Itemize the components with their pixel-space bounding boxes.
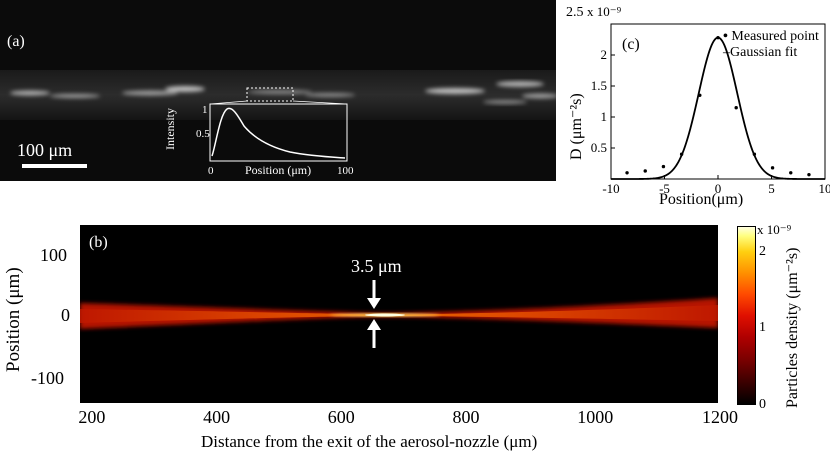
colorbar-tick-2: 2: [759, 244, 766, 259]
panel-a-image: (a) 100 μm: [0, 0, 556, 181]
panel-b-xtick: 600: [327, 407, 355, 427]
measured-point: [770, 166, 775, 170]
panel-b-xtick: 1200: [702, 407, 738, 427]
panel-b-label: (b): [89, 234, 108, 251]
panel-b-image: [80, 225, 718, 403]
panel-a-label: (a): [7, 33, 25, 50]
panel-c-xtick-label: -10: [602, 181, 619, 196]
panel-c-xtick-label: 5: [768, 181, 775, 196]
panel-c-ytick-label: 1: [601, 109, 608, 124]
colorbar-tick-1: 1: [759, 320, 766, 335]
measured-point: [643, 169, 647, 173]
colorbar-scale: x 10⁻⁹: [757, 222, 792, 237]
panel-b-ytick-0: 0: [61, 305, 70, 325]
measured-point: [752, 152, 757, 156]
panel-b-xtick: 1000: [577, 407, 614, 427]
arrow-up-icon: [367, 319, 381, 348]
panel-b-ytick-100: 100: [40, 245, 67, 265]
panel-c-legend: • Measured point –Gaussian fit: [723, 29, 823, 61]
focus-arrows: [367, 280, 381, 348]
panel-b-jet: [80, 298, 718, 329]
measured-point: [661, 164, 666, 169]
inset-xtick-100: 100: [337, 165, 354, 177]
colorbar-tick-0: 0: [759, 397, 766, 412]
panel-b-ylabel: Position (μm): [3, 267, 24, 372]
measured-point: [734, 106, 738, 110]
panel-c-ytick-label: 0.5: [591, 140, 607, 155]
legend-label-fit: Gaussian fit: [730, 45, 798, 60]
panel-a-streaks: [0, 70, 556, 120]
panel-b-xlabel: Distance from the exit of the aerosol-no…: [201, 432, 538, 451]
panel-c-plot-area: [610, 23, 826, 180]
measured-point: [807, 172, 811, 177]
arrow-down-icon: [367, 280, 381, 309]
legend-line-icon: –: [723, 45, 730, 60]
legend-label-measured: Measured point: [731, 29, 819, 44]
inset-ylabel: Intensity: [163, 108, 177, 150]
scale-bar: [22, 164, 87, 168]
measured-point: [698, 93, 702, 98]
focus-annotation: 3.5 μm: [351, 256, 402, 276]
panel-b-xtick: 400: [203, 407, 231, 427]
legend-dot-icon: •: [723, 29, 728, 44]
inset-ytick-0.5: 0.5: [196, 128, 210, 140]
measured-point: [716, 35, 720, 40]
legend-item-fit: –Gaussian fit: [723, 45, 823, 61]
panel-c-ytick-label: 1.5: [591, 78, 607, 93]
legend-item-measured: • Measured point: [723, 29, 823, 45]
panel-c-xtick-label: 10: [819, 181, 830, 196]
panel-c-ytick-label: 2: [601, 47, 608, 62]
panel-c-ylabel: D (μm⁻²s): [568, 93, 585, 160]
panel-c-xtick-label: 0: [715, 181, 722, 196]
panel-a-inset: [209, 87, 348, 162]
colorbar-label: Particles density (μm⁻²s): [784, 247, 801, 408]
panel-c-chart: -10 -5 0 5 10 0.5 1 1.5 2: [591, 23, 830, 196]
inset-ytick-1: 1: [202, 104, 208, 116]
panel-b-ytick-neg100: -100: [31, 368, 64, 388]
panel-b-xtick: 800: [452, 407, 480, 427]
inset-xtick-0: 0: [208, 165, 214, 177]
colorbar: [737, 226, 756, 405]
scale-bar-label: 100 μm: [17, 140, 73, 160]
measured-point: [679, 152, 684, 156]
measured-point: [789, 171, 793, 175]
panel-c-xlabel: Position(μm): [659, 191, 744, 208]
measured-point: [625, 171, 629, 175]
inset-xlabel: Position (μm): [245, 163, 312, 177]
panel-c-xtick-label: -5: [659, 181, 670, 196]
panel-c-scale-mantissa: 2.5: [566, 5, 584, 20]
panel-c-label: (c): [622, 36, 640, 53]
panel-c-scale: x 10⁻⁹: [587, 4, 622, 19]
panel-b-xtick: 200: [78, 407, 106, 427]
